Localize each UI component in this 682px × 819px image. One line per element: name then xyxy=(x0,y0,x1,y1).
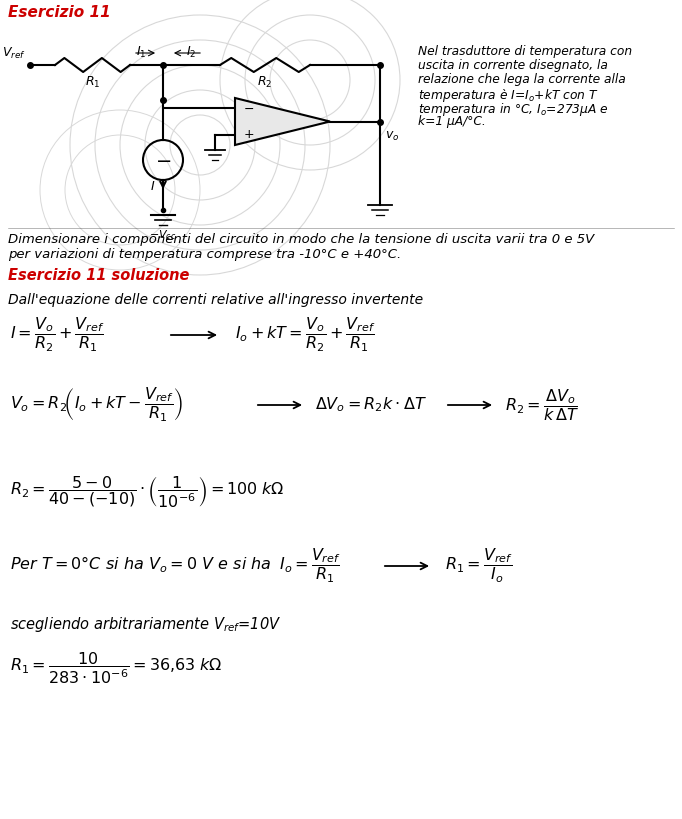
Text: $I_o + kT = \dfrac{V_o}{R_2} + \dfrac{V_{ref}}{R_1}$: $I_o + kT = \dfrac{V_o}{R_2} + \dfrac{V_… xyxy=(235,316,375,354)
Text: Dall'equazione delle correnti relative all'ingresso invertente: Dall'equazione delle correnti relative a… xyxy=(8,293,423,307)
Text: Esercizio 11 soluzione: Esercizio 11 soluzione xyxy=(8,268,190,283)
Text: Esercizio 11: Esercizio 11 xyxy=(8,5,110,20)
Text: Nel trasduttore di temperatura con: Nel trasduttore di temperatura con xyxy=(418,45,632,58)
Text: $-V_{cc}$: $-V_{cc}$ xyxy=(149,228,177,242)
Text: $-$: $-$ xyxy=(155,151,171,170)
Polygon shape xyxy=(235,98,330,145)
Text: $+$: $+$ xyxy=(243,129,254,142)
Text: Dimensionare i componenti del circuito in modo che la tensione di uscita varii t: Dimensionare i componenti del circuito i… xyxy=(8,233,594,246)
Text: temperatura in °C, I$_o$=273μA e: temperatura in °C, I$_o$=273μA e xyxy=(418,101,609,118)
Text: $R_2 = \dfrac{5-0}{40-(-10)} \cdot \left(\dfrac{1}{10^{-6}}\right) = 100\;k\Omeg: $R_2 = \dfrac{5-0}{40-(-10)} \cdot \left… xyxy=(10,474,284,509)
Text: $R_2$: $R_2$ xyxy=(257,75,273,90)
Text: $R_1$: $R_1$ xyxy=(85,75,100,90)
Text: $I$: $I$ xyxy=(149,180,155,193)
Text: k=1 μA/°C.: k=1 μA/°C. xyxy=(418,115,486,128)
Text: $V_{ref}$: $V_{ref}$ xyxy=(2,46,26,61)
Text: $v_o$: $v_o$ xyxy=(385,129,400,143)
Text: $V_o = R_2\!\left(I_o + kT - \dfrac{V_{ref}}{R_1}\right)$: $V_o = R_2\!\left(I_o + kT - \dfrac{V_{r… xyxy=(10,386,183,424)
Text: $\Delta V_o = R_2 k \cdot \Delta T$: $\Delta V_o = R_2 k \cdot \Delta T$ xyxy=(315,396,427,414)
Text: $R_1 = \dfrac{V_{ref}}{I_o}$: $R_1 = \dfrac{V_{ref}}{I_o}$ xyxy=(445,547,513,586)
Text: temperatura è I=I$_o$+kT con T: temperatura è I=I$_o$+kT con T xyxy=(418,87,599,104)
Text: $I_1$: $I_1$ xyxy=(136,45,147,60)
Text: per variazioni di temperatura comprese tra -10°C e +40°C.: per variazioni di temperatura comprese t… xyxy=(8,248,401,261)
Text: $I = \dfrac{V_o}{R_2} + \dfrac{V_{ref}}{R_1}$: $I = \dfrac{V_o}{R_2} + \dfrac{V_{ref}}{… xyxy=(10,316,104,354)
Text: $R_1 = \dfrac{10}{283 \cdot 10^{-6}} = 36{,}63\;k\Omega$: $R_1 = \dfrac{10}{283 \cdot 10^{-6}} = 3… xyxy=(10,650,222,686)
Text: relazione che lega la corrente alla: relazione che lega la corrente alla xyxy=(418,73,626,86)
Text: $Per\ T{=}0°C\ si\ ha\ V_o{=}0\ V\ e\ si\ ha\;\;I_o = \dfrac{V_{ref}}{R_1}$: $Per\ T{=}0°C\ si\ ha\ V_o{=}0\ V\ e\ si… xyxy=(10,547,341,586)
Text: scegliendo arbitrariamente $V_{ref}$=10V: scegliendo arbitrariamente $V_{ref}$=10V xyxy=(10,615,282,634)
Text: uscita in corrente disegnato, la: uscita in corrente disegnato, la xyxy=(418,59,608,72)
Text: $I_2$: $I_2$ xyxy=(186,45,196,60)
Text: $-$: $-$ xyxy=(243,102,254,115)
Text: $R_2 = \dfrac{\Delta V_o}{k\,\Delta T}$: $R_2 = \dfrac{\Delta V_o}{k\,\Delta T}$ xyxy=(505,387,579,423)
